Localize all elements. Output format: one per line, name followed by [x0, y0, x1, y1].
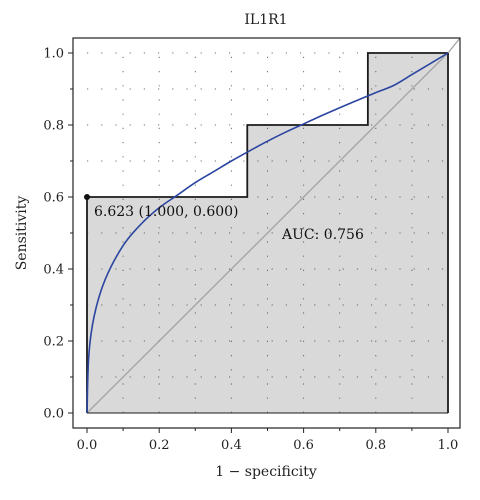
y-tick-label: 0.8: [43, 119, 64, 134]
y-tick-label: 0.6: [43, 191, 64, 206]
smoothed-roc-curve: [86, 52, 449, 414]
chart-title: IL1R1: [244, 12, 287, 28]
cutoff-point-marker: [84, 194, 90, 200]
auc-label: AUC: 0.756: [281, 227, 364, 243]
x-axis-ticks: 0.0 0.2 0.4 0.6 0.8 1.0: [77, 428, 459, 453]
x-tick-label: 0.0: [77, 438, 98, 453]
y-axis-title: Sensitivity: [14, 196, 30, 271]
reference-diagonal-extension: [447, 37, 461, 54]
reference-line-layer: [86, 37, 461, 414]
x-tick-label: 0.2: [149, 438, 170, 453]
y-tick-label: 0.2: [43, 335, 64, 350]
y-tick-label: 1.0: [43, 47, 64, 62]
x-tick-label: 0.6: [293, 438, 314, 453]
y-axis-ticks: 0.0 0.2 0.4 0.6 0.8 1.0: [43, 47, 73, 422]
x-tick-label: 0.4: [221, 438, 242, 453]
reference-diagonal-line: [86, 52, 449, 414]
plot-area: [72, 37, 461, 429]
x-axis-title: 1 − specificity: [215, 464, 317, 480]
y-tick-label: 0.4: [43, 263, 64, 278]
cutoff-point-layer: [84, 194, 90, 200]
x-tick-label: 0.8: [365, 438, 386, 453]
cutoff-label: 6.623 (1.000, 0.600): [94, 204, 239, 220]
x-tick-label: 1.0: [438, 438, 459, 453]
smooth-curve-layer: [86, 52, 449, 414]
y-tick-label: 0.0: [43, 407, 64, 422]
